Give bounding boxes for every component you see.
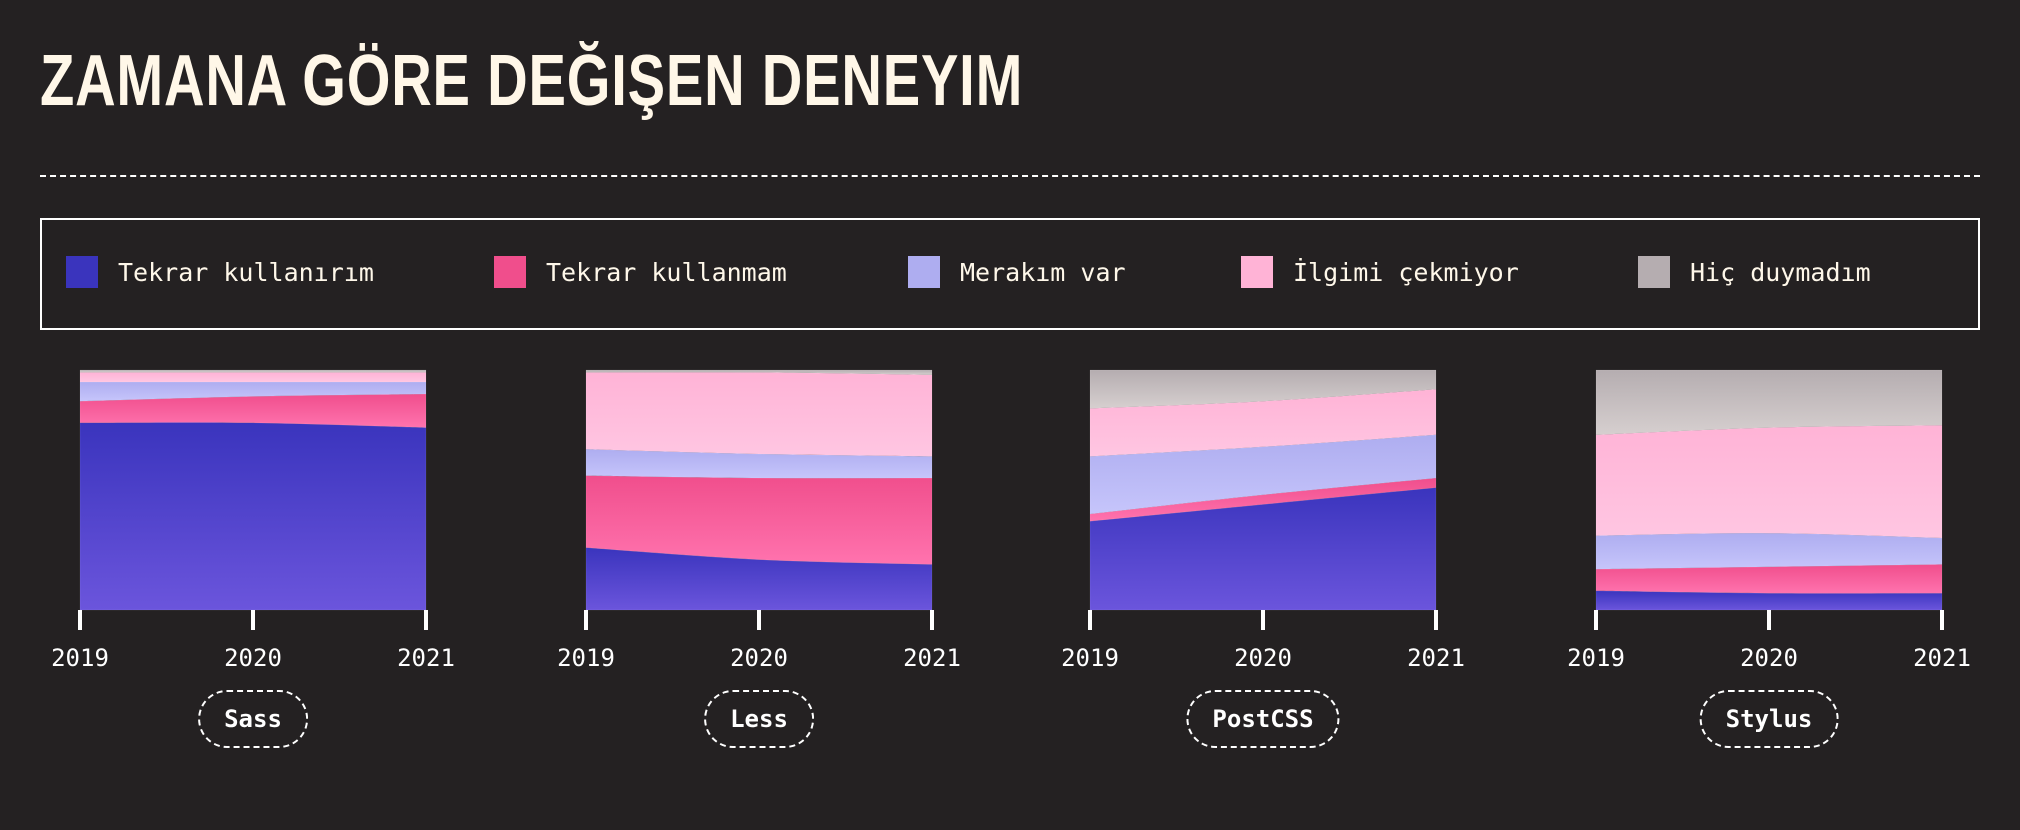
legend-item-reuse: Tekrar kullanırım bbox=[66, 256, 374, 288]
chart-label-postcss: PostCSS bbox=[1186, 690, 1340, 748]
chart-stylus bbox=[1594, 369, 1944, 630]
chart-postcss bbox=[1088, 369, 1438, 630]
x-tick-label-stylus-2020: 2020 bbox=[1740, 644, 1798, 672]
legend-swatch-reuse bbox=[66, 256, 98, 288]
x-tick-label-sass-2021: 2021 bbox=[397, 644, 455, 672]
area-stylus-tekrar-kullanmam bbox=[1595, 564, 1943, 594]
area-stylus-ilgimi-cekmiyor bbox=[1595, 424, 1943, 539]
x-tick-label-stylus-2019: 2019 bbox=[1567, 644, 1625, 672]
area-less-tekrar-kullanmam bbox=[585, 475, 933, 565]
chart-label-less: Less bbox=[704, 690, 814, 748]
x-tick-label-less-2019: 2019 bbox=[557, 644, 615, 672]
legend-label-no-reuse: Tekrar kullanmam bbox=[546, 257, 787, 287]
x-tick-label-postcss-2020: 2020 bbox=[1234, 644, 1292, 672]
area-sass-hic-duymadim bbox=[79, 369, 427, 373]
legend-label-not-interested: İlgimi çekmiyor bbox=[1293, 257, 1519, 287]
legend-label-reuse: Tekrar kullanırım bbox=[118, 257, 374, 287]
area-stylus-merakim-var bbox=[1595, 532, 1943, 570]
chart-less bbox=[584, 369, 934, 630]
legend-item-no-reuse: Tekrar kullanmam bbox=[494, 256, 787, 288]
legend-item-interested: Merakım var bbox=[908, 256, 1126, 288]
area-less-ilgimi-cekmiyor bbox=[585, 371, 933, 457]
legend-swatch-never-heard bbox=[1638, 256, 1670, 288]
legend-label-never-heard: Hiç duymadım bbox=[1690, 257, 1871, 287]
dashed-divider bbox=[40, 175, 1980, 177]
x-tick-label-postcss-2021: 2021 bbox=[1407, 644, 1465, 672]
x-tick-label-stylus-2021: 2021 bbox=[1913, 644, 1971, 672]
x-tick-label-postcss-2019: 2019 bbox=[1061, 644, 1119, 672]
page-title: ZAMANA GÖRE DEĞIŞEN DENEYIM bbox=[40, 41, 1024, 121]
x-tick-label-less-2020: 2020 bbox=[730, 644, 788, 672]
chart-sass bbox=[78, 369, 428, 630]
x-tick-label-sass-2020: 2020 bbox=[224, 644, 282, 672]
x-tick-label-sass-2019: 2019 bbox=[51, 644, 109, 672]
area-stylus-tekrar-kullanirim bbox=[1595, 590, 1943, 611]
legend-swatch-no-reuse bbox=[494, 256, 526, 288]
area-postcss-hic-duymadim bbox=[1089, 369, 1437, 409]
chart-label-sass: Sass bbox=[198, 690, 308, 748]
chart-label-stylus: Stylus bbox=[1699, 690, 1839, 748]
legend: Tekrar kullanırım Tekrar kullanmam Merak… bbox=[40, 218, 1980, 330]
area-less-hic-duymadim bbox=[585, 369, 933, 376]
legend-label-interested: Merakım var bbox=[960, 257, 1126, 287]
area-sass-ilgimi-cekmiyor bbox=[79, 372, 427, 383]
legend-item-never-heard: Hiç duymadım bbox=[1638, 256, 1871, 288]
area-stylus-hic-duymadim bbox=[1595, 369, 1943, 436]
legend-item-not-interested: İlgimi çekmiyor bbox=[1241, 256, 1519, 288]
area-sass-tekrar-kullanirim bbox=[79, 422, 427, 611]
legend-swatch-not-interested bbox=[1241, 256, 1273, 288]
legend-swatch-interested bbox=[908, 256, 940, 288]
area-less-merakim-var bbox=[585, 448, 933, 479]
x-tick-label-less-2021: 2021 bbox=[903, 644, 961, 672]
